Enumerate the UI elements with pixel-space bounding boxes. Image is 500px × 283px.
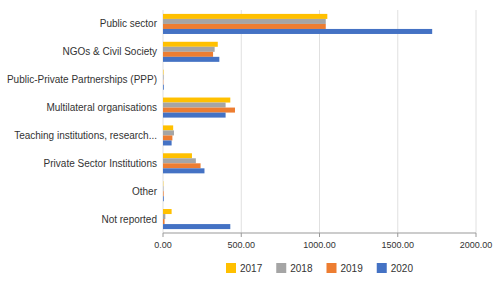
bar [163,42,218,47]
grid-line [319,10,320,233]
bar [163,196,164,201]
bar [163,168,204,173]
x-tick [241,233,242,237]
legend-swatch [377,263,387,273]
bar [163,75,164,80]
grid-line [476,10,477,233]
chart: 0.00 500.00 1000.00 1500.00 2000.00 Public se… [0,0,500,283]
bar [163,113,226,118]
bar [163,153,192,158]
x-tick-label: 500.00 [227,240,255,250]
bar [163,224,230,229]
x-tick [476,233,477,237]
legend-swatch [226,263,236,273]
bar [163,80,164,85]
bars [163,14,432,229]
bar [163,19,326,24]
bar [163,140,172,145]
x-tick-label: 0.00 [154,240,172,250]
x-tick-label: 1500.00 [381,240,414,250]
bar [163,108,235,113]
bar [163,29,432,34]
bar [163,57,219,62]
legend-label: 2020 [391,263,414,274]
legend: 2017 2018 2019 2020 [226,263,413,274]
bar [163,186,164,191]
legend-label: 2018 [290,263,313,274]
bar [163,125,173,130]
bar [163,209,172,214]
bar [163,85,164,90]
category-label: Private Sector Institutions [44,158,157,169]
bar [163,163,201,168]
grid [163,10,476,233]
bar [163,181,164,186]
legend-label: 2017 [240,263,263,274]
bar [163,70,164,75]
category-label: Teaching institutions, research... [14,130,157,141]
bar [163,158,196,163]
grid-line [241,10,242,233]
category-label: NGOs & Civil Society [63,46,157,57]
x-tick [397,233,398,237]
category-label: Public sector [100,18,158,29]
bar [163,214,165,219]
bar [163,130,174,135]
bar [163,24,326,29]
x-tick [319,233,320,237]
x-tick-label: 1000.00 [303,240,336,250]
x-tick-label: 2000.00 [460,240,493,250]
bar [163,14,327,19]
legend-swatch [276,263,286,273]
category-label: Public-Private Partnerships (PPP) [7,74,157,85]
category-label: Multilateral organisations [46,102,157,113]
legend-label: 2019 [341,263,364,274]
x-tick [163,233,164,237]
grid-line [397,10,398,233]
bar [163,52,213,57]
bar [163,103,226,108]
bar [163,47,215,52]
category-label: Other [132,186,158,197]
bar [163,219,165,224]
bar [163,191,164,196]
category-label: Not reported [101,214,157,225]
legend-swatch [327,263,337,273]
bar [163,135,172,140]
bar [163,98,230,103]
